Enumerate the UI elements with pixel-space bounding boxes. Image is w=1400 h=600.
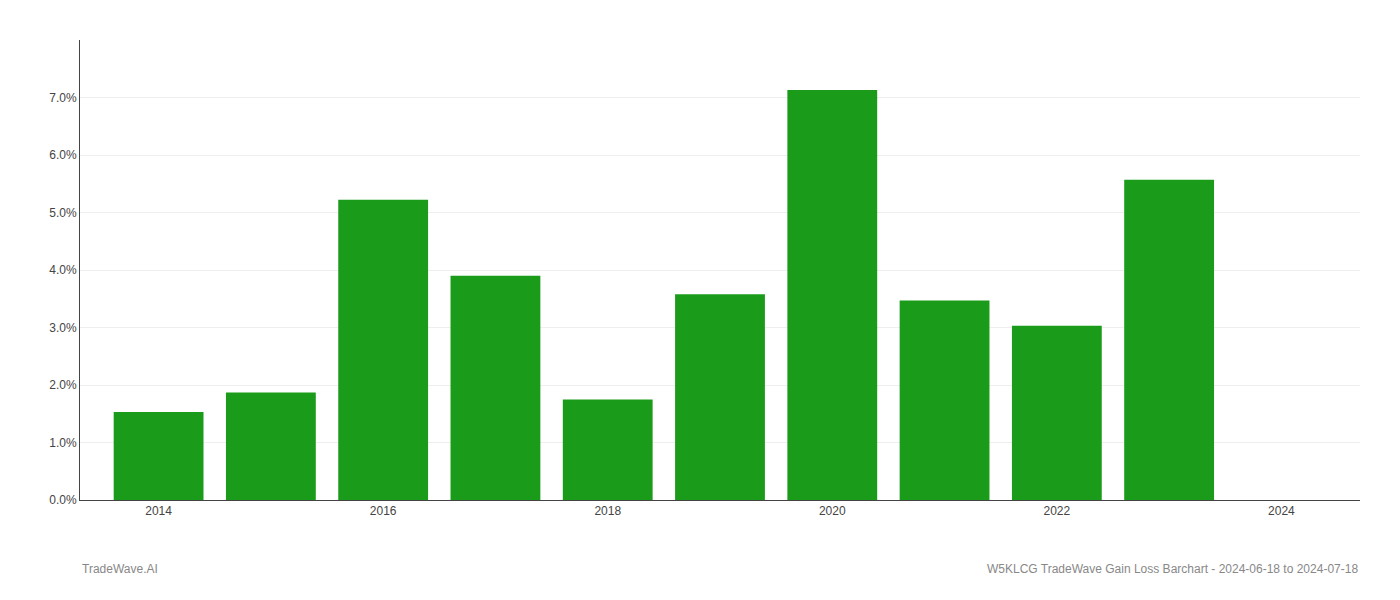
- svg-text:4.0%: 4.0%: [49, 263, 77, 277]
- svg-text:2022: 2022: [1043, 504, 1070, 518]
- svg-text:5.0%: 5.0%: [49, 206, 77, 220]
- svg-text:2024: 2024: [1268, 504, 1295, 518]
- svg-text:TradeWave.AI: TradeWave.AI: [82, 562, 158, 576]
- svg-text:0.0%: 0.0%: [49, 493, 77, 507]
- svg-text:2018: 2018: [594, 504, 621, 518]
- svg-text:1.0%: 1.0%: [49, 436, 77, 450]
- svg-text:6.0%: 6.0%: [49, 148, 77, 162]
- svg-text:2020: 2020: [819, 504, 846, 518]
- svg-text:2014: 2014: [145, 504, 172, 518]
- svg-text:W5KLCG TradeWave Gain Loss Bar: W5KLCG TradeWave Gain Loss Barchart - 20…: [987, 562, 1358, 576]
- svg-text:7.0%: 7.0%: [49, 91, 77, 105]
- svg-text:2.0%: 2.0%: [49, 378, 77, 392]
- svg-text:3.0%: 3.0%: [49, 321, 77, 335]
- svg-text:2016: 2016: [370, 504, 397, 518]
